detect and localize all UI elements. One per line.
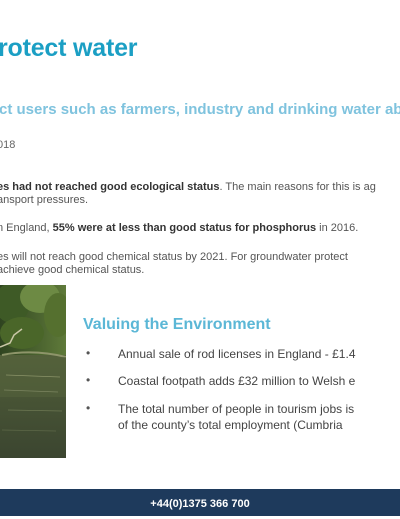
bullet-rod-licenses: Annual sale of rod licenses in England -…	[118, 347, 356, 361]
phosphorus-bold: 55% were at less than good status for ph…	[52, 222, 317, 234]
paragraph-ecological-status: es had not reached good ecological statu…	[0, 181, 376, 207]
paragraph-phosphorus: n England, 55% were at less than good st…	[0, 222, 359, 234]
bullet-marker: •	[86, 346, 91, 360]
page-subtitle: ct users such as farmers, industry and d…	[0, 101, 400, 118]
ecological-status-bold: es had not reached good ecological statu…	[0, 181, 220, 193]
bullet-marker: •	[86, 401, 91, 415]
paragraph-chemical-status: es will not reach good chemical status b…	[0, 251, 348, 276]
page-title: rotect water	[0, 34, 138, 62]
phone-number[interactable]: +44(0)1375 366 700	[150, 498, 250, 510]
footer-bar: +44(0)1375 366 700	[0, 489, 400, 516]
section-heading-valuing-environment: Valuing the Environment	[83, 316, 271, 333]
date-text: 018	[0, 139, 16, 151]
bullet-tourism-jobs: The total number of people in tourism jo…	[118, 402, 355, 432]
bullet-coastal-footpath: Coastal footpath adds £32 million to Wel…	[118, 374, 356, 388]
bullet-marker: •	[86, 373, 91, 387]
river-photo	[0, 285, 66, 458]
